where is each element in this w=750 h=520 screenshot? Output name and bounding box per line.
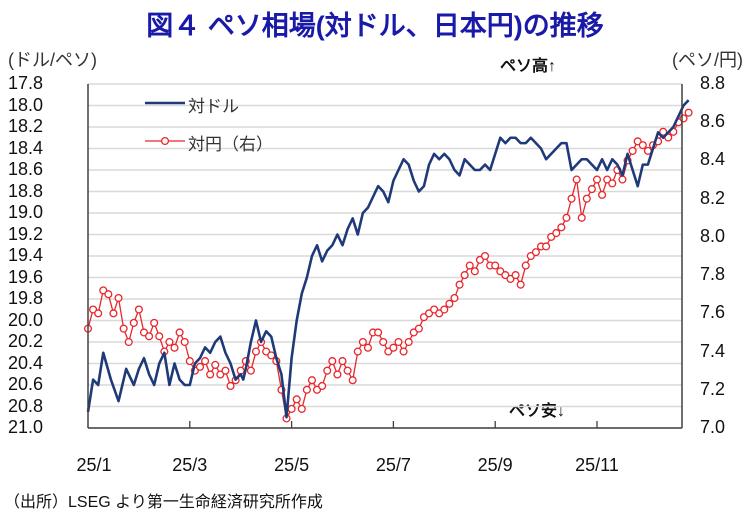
left-y-tick-label: 19.0 (8, 202, 44, 222)
x-tick-label: 25/9 (477, 455, 513, 475)
left-y-tick-label: 19.6 (8, 266, 44, 287)
right-y-tick-label: 7.6 (700, 302, 726, 323)
x-tick-label: 25/7 (375, 455, 411, 475)
gridlines (88, 83, 682, 429)
left-y-tick-label: 20.0 (8, 309, 44, 330)
legend-item-yen: 対円（右） (188, 135, 273, 154)
series-yen-line (83, 108, 693, 423)
right-y-tick-label: 8.4 (700, 149, 726, 170)
left-y-tick-label: 18.4 (8, 137, 44, 158)
left-y-tick-label: 18.6 (8, 159, 44, 179)
right-y-tick-label: 7.8 (700, 264, 726, 285)
right-y-tick-label: 7.2 (700, 378, 726, 399)
left-y-tick-label: 18.2 (8, 116, 44, 136)
left-y-tick-label: 21.0 (8, 417, 44, 437)
left-y-tick-label: 18.0 (8, 94, 44, 115)
left-y-tick-label: 19.2 (8, 223, 44, 244)
right-axis-unit: (ペソ/円) (672, 50, 743, 70)
x-tick-label: 25/5 (274, 455, 310, 475)
left-y-tick-label: 20.6 (8, 374, 44, 394)
x-tick-label: 25/3 (172, 455, 208, 475)
left-y-tick-label: 18.8 (8, 180, 44, 201)
right-y-tick-label: 8.0 (700, 225, 726, 246)
right-y-tick-label: 8.2 (700, 187, 726, 208)
left-y-tick-label: 19.4 (8, 245, 44, 265)
chart-title: 図４ ペソ相場(対ドル、日本円)の推移 (146, 11, 604, 41)
left-y-tick-label: 20.4 (8, 352, 44, 373)
legend-swatches (145, 101, 185, 146)
x-tick-label: 25/1 (76, 455, 112, 475)
left-axis-unit: (ドル/ペソ) (8, 50, 97, 70)
source-note: （出所）LSEG より第一生命経済研究所作成 (4, 494, 323, 511)
left-y-tick-label: 17.8 (8, 73, 44, 93)
right-y-tick-label: 7.0 (700, 417, 726, 437)
left-y-tick-label: 20.2 (8, 331, 44, 351)
right-y-tick-label: 7.4 (700, 340, 726, 361)
right-y-tick-label: 8.8 (700, 73, 726, 93)
left-y-tick-label: 20.8 (8, 395, 44, 416)
right-y-tick-label: 8.6 (700, 111, 726, 132)
peso-strong-annotation: ペソ高↑ (500, 58, 557, 75)
legend-item-usd: 対ドル (188, 97, 239, 116)
axes-frame (87, 84, 683, 429)
x-tick-label: 25/11 (575, 455, 619, 475)
left-y-tick-label: 19.8 (8, 288, 44, 308)
series-usd-line (86, 99, 690, 419)
